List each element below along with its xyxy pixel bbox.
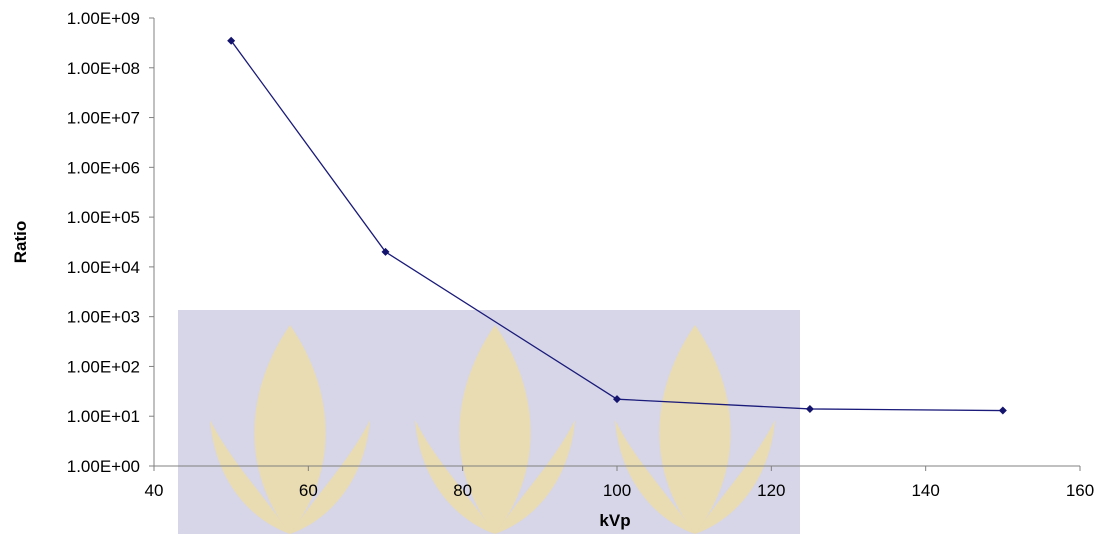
data-point xyxy=(613,395,621,404)
x-axis-ticks: 40 60 80 100 120 140 160 xyxy=(145,466,1094,500)
x-tick-label: 120 xyxy=(757,481,785,500)
x-tick-label: 160 xyxy=(1066,481,1094,500)
y-tick-label: 1.00E+06 xyxy=(67,158,140,177)
y-tick-label: 1.00E+08 xyxy=(67,59,140,78)
data-point xyxy=(805,404,814,413)
leaf-icon xyxy=(695,420,775,534)
y-tick-label: 1.00E+00 xyxy=(67,457,140,476)
leaf-icon xyxy=(659,325,731,534)
y-tick-label: 1.00E+03 xyxy=(67,308,140,327)
leaf-icon xyxy=(210,420,290,534)
y-tick-label: 1.00E+07 xyxy=(67,109,140,128)
x-tick-label: 40 xyxy=(145,481,164,500)
leaf-icon xyxy=(495,420,575,534)
x-tick-label: 60 xyxy=(299,481,318,500)
x-axis-title: kVp xyxy=(599,511,630,530)
leaf-icon xyxy=(415,420,495,534)
leaf-icon xyxy=(459,325,531,534)
y-tick-label: 1.00E+05 xyxy=(67,208,140,227)
watermark-emblem xyxy=(178,310,800,534)
y-tick-label: 1.00E+09 xyxy=(67,9,140,28)
x-tick-label: 140 xyxy=(911,481,939,500)
y-tick-label: 1.00E+04 xyxy=(67,258,140,277)
y-tick-label: 1.00E+01 xyxy=(67,407,140,426)
data-point xyxy=(381,247,390,256)
y-axis-ticks: 1.00E+00 1.00E+01 1.00E+02 1.00E+03 1.00E+04… xyxy=(67,9,154,476)
x-tick-label: 100 xyxy=(603,481,631,500)
leaf-icon xyxy=(254,325,326,534)
leaf-icon xyxy=(290,420,370,534)
leaf-icon xyxy=(615,420,695,534)
x-tick-label: 80 xyxy=(453,481,472,500)
series xyxy=(227,36,1007,415)
y-tick-label: 1.00E+02 xyxy=(67,357,140,376)
y-axis-title: Ratio xyxy=(11,221,30,264)
data-point xyxy=(227,36,236,45)
data-point xyxy=(998,406,1007,415)
